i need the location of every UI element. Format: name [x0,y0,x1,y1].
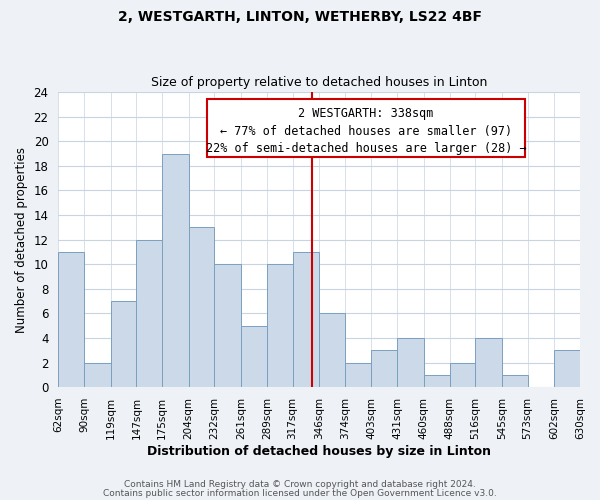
Bar [554,350,580,387]
Text: 2 WESTGARTH: 338sqm: 2 WESTGARTH: 338sqm [298,107,434,120]
Text: 22% of semi-detached houses are larger (28) →: 22% of semi-detached houses are larger (… [206,142,526,155]
Title: Size of property relative to detached houses in Linton: Size of property relative to detached ho… [151,76,487,90]
Bar [345,362,371,387]
Bar [319,314,345,387]
Bar [214,264,241,387]
Text: 2, WESTGARTH, LINTON, WETHERBY, LS22 4BF: 2, WESTGARTH, LINTON, WETHERBY, LS22 4BF [118,10,482,24]
Bar [424,375,449,387]
Bar [397,338,424,387]
Text: ← 77% of detached houses are smaller (97): ← 77% of detached houses are smaller (97… [220,124,512,138]
Bar [449,362,475,387]
Bar [293,252,319,387]
Bar [110,301,136,387]
Bar [189,228,214,387]
Text: Contains public sector information licensed under the Open Government Licence v3: Contains public sector information licen… [103,488,497,498]
Bar [58,252,84,387]
X-axis label: Distribution of detached houses by size in Linton: Distribution of detached houses by size … [147,444,491,458]
Y-axis label: Number of detached properties: Number of detached properties [15,146,28,332]
Bar [371,350,397,387]
Bar [84,362,110,387]
Bar [502,375,527,387]
Bar [162,154,189,387]
FancyBboxPatch shape [207,100,525,157]
Bar [136,240,162,387]
Bar [241,326,267,387]
Bar [267,264,293,387]
Text: Contains HM Land Registry data © Crown copyright and database right 2024.: Contains HM Land Registry data © Crown c… [124,480,476,489]
Bar [475,338,502,387]
